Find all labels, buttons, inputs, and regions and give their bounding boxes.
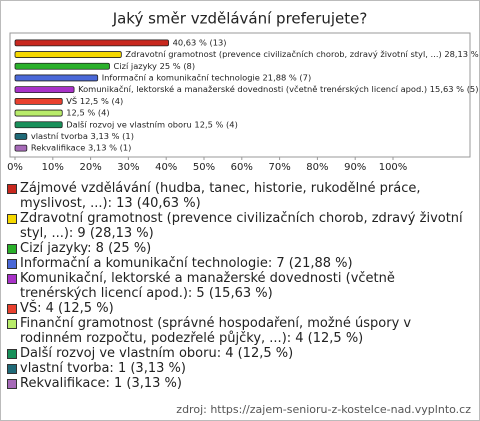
source: zdroj: https://zajem-senioru-z-kostelce-… xyxy=(176,403,471,416)
x-tick-label: 20% xyxy=(79,162,101,173)
legend-label: Další rozvoj ve vlastním oboru: 4 (12,5 … xyxy=(20,346,294,361)
legend-label: Finanční gramotnost (správné hospodaření… xyxy=(20,316,412,346)
legend-label: Zájmové vzdělávání (hudba, tanec, histor… xyxy=(20,181,421,211)
legend-swatch xyxy=(7,349,17,359)
legend-label: VŠ: 4 (12,5 %) xyxy=(20,301,114,316)
legend-label: Cizí jazyky: 8 (25 %) xyxy=(20,241,152,256)
value-label: Zdravotní gramotnost (prevence civilizač… xyxy=(125,49,479,59)
x-tick-label: 40% xyxy=(155,162,177,173)
bar xyxy=(14,121,63,129)
value-label: 12,5 % (4) xyxy=(66,108,109,118)
bar xyxy=(14,133,28,140)
value-label: Rekvalifikace 3,13 % (1) xyxy=(31,143,132,153)
legend-label: Zdravotní gramotnost (prevence civilizač… xyxy=(20,211,463,241)
x-tick-label: 70% xyxy=(268,162,290,173)
bar xyxy=(14,109,63,117)
chart-title: Jaký směr vzdělávání preferujete? xyxy=(112,10,368,28)
legend-label: Komunikační, lektorské a manažerské dove… xyxy=(20,271,395,301)
legend-label: Informační a komunikační technologie: 7 … xyxy=(20,256,353,271)
x-tick-label: 80% xyxy=(306,162,328,173)
legend-swatch xyxy=(7,364,17,374)
plot-frame xyxy=(9,32,471,158)
legend-item: VŠ: 4 (12,5 %) xyxy=(7,301,473,316)
legend-item: Zdravotní gramotnost (prevence civilizač… xyxy=(7,211,473,241)
bar xyxy=(14,62,110,70)
legend-item: Další rozvoj ve vlastním oboru: 4 (12,5 … xyxy=(7,346,473,361)
value-label: Další rozvoj ve vlastním oboru 12,5 % (4… xyxy=(66,119,238,129)
bar xyxy=(14,144,28,152)
legend-swatch xyxy=(7,214,17,224)
value-label: 40,63 % (13) xyxy=(173,37,227,47)
bar xyxy=(14,86,75,94)
legend-item: Cizí jazyky: 8 (25 %) xyxy=(7,241,473,256)
value-label: Komunikační, lektorské a manažerské dove… xyxy=(78,84,478,94)
legend-label: Rekvalifikace: 1 (3,13 %) xyxy=(20,376,182,391)
legend: Zájmové vzdělávání (hudba, tanec, histor… xyxy=(7,181,473,391)
legend-swatch xyxy=(7,379,17,389)
legend-label: vlastní tvorba: 1 (3,13 %) xyxy=(20,361,186,376)
legend-swatch xyxy=(7,259,17,269)
chart: Jaký směr vzdělávání preferujete? 0% 10% 2… xyxy=(7,10,479,174)
legend-swatch xyxy=(7,184,17,194)
legend-swatch xyxy=(7,244,17,254)
x-tick-label: 100% xyxy=(379,162,408,173)
legend-item: Komunikační, lektorské a manažerské dove… xyxy=(7,271,473,301)
legend-item: Rekvalifikace: 1 (3,13 %) xyxy=(7,376,473,391)
legend-swatch xyxy=(7,274,17,284)
bar xyxy=(14,51,122,58)
x-tick-label: 90% xyxy=(344,162,366,173)
value-label: Informační a komunikační technologie 21,… xyxy=(102,72,311,82)
value-label: VŠ 12,5 % (4) xyxy=(66,95,123,106)
legend-item: Informační a komunikační technologie: 7 … xyxy=(7,256,473,271)
bar xyxy=(14,39,169,47)
legend-item: Finanční gramotnost (správné hospodaření… xyxy=(7,316,473,346)
x-tick-label: 10% xyxy=(42,162,64,173)
x-tick-label: 0% xyxy=(7,162,23,173)
legend-item: vlastní tvorba: 1 (3,13 %) xyxy=(7,361,473,376)
bar xyxy=(14,97,63,105)
legend-item: Zájmové vzdělávání (hudba, tanec, histor… xyxy=(7,181,473,211)
value-label: vlastní tvorba 3,13 % (1) xyxy=(31,131,134,141)
value-label: Cizí jazyky 25 % (8) xyxy=(114,61,196,71)
legend-swatch xyxy=(7,304,17,314)
x-tick-label: 50% xyxy=(193,162,215,173)
x-tick-label: 30% xyxy=(117,162,139,173)
x-tick-label: 60% xyxy=(231,162,253,173)
bar xyxy=(14,74,99,82)
legend-swatch xyxy=(7,319,17,329)
